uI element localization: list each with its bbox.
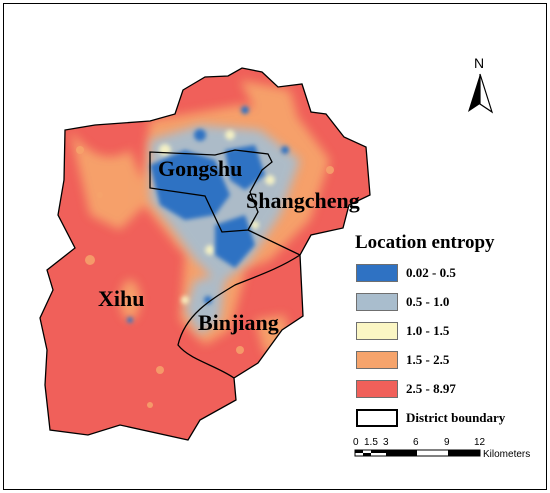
- legend-label: 2.5 - 8.97: [406, 381, 456, 396]
- legend-swatch: [356, 264, 398, 282]
- scale-tick: 12: [474, 437, 486, 448]
- district-label-shangcheng: Shangcheng: [246, 188, 360, 213]
- class1-zone: [281, 146, 289, 154]
- gongshu-boundary: [149, 149, 273, 233]
- scale-segment: [386, 453, 417, 456]
- legend-label: District boundary: [406, 410, 506, 425]
- legend-item: 1.5 - 2.5: [356, 350, 449, 370]
- scale-tick: 6: [413, 437, 419, 448]
- scale-segment: [355, 450, 363, 453]
- legend-label: 0.02 - 0.5: [406, 265, 456, 280]
- shangcheng-binjiang-boundary: [247, 229, 301, 256]
- class3-spot: [205, 245, 215, 255]
- legend-label: 0.5 - 1.0: [406, 294, 450, 309]
- class1-zone: [127, 317, 133, 323]
- legend-item: 0.02 - 0.5: [356, 263, 456, 283]
- hotspot: [97, 192, 103, 198]
- legend-item: 0.5 - 1.0: [356, 292, 449, 312]
- legend-swatch: [356, 293, 398, 311]
- scale-segment: [371, 450, 386, 453]
- scale-bar: 0 1.5 3 6 9 12 Kilometers: [353, 437, 530, 460]
- hotspot: [236, 346, 244, 354]
- district-label-binjiang: Binjiang: [198, 310, 279, 335]
- legend-title: Location entropy: [355, 232, 495, 253]
- class3-spot: [225, 130, 235, 140]
- class3-spot: [159, 144, 171, 156]
- scale-tick: 9: [444, 437, 450, 448]
- scale-segment: [448, 450, 480, 453]
- legend-swatch: [356, 322, 398, 340]
- legend-item-boundary: District boundary: [356, 408, 505, 428]
- orange-zone: [240, 80, 300, 125]
- legend-label: 1.0 - 1.5: [406, 323, 450, 338]
- class1-zone: [225, 145, 265, 190]
- hotspot: [326, 166, 334, 174]
- class3-spot: [181, 296, 189, 304]
- class1-zone: [241, 106, 249, 114]
- north-arrow-left: [468, 74, 480, 112]
- district-boundaries: [149, 149, 301, 379]
- orange-zone: [120, 280, 140, 320]
- scale-tick: 1.5: [364, 437, 378, 448]
- north-label: N: [474, 55, 484, 71]
- class1-zone: [150, 150, 230, 220]
- hotspot: [156, 366, 164, 374]
- entropy-surface: [40, 68, 370, 440]
- scale-segment: [448, 453, 480, 456]
- scale-segment: [363, 453, 371, 456]
- city-boundary: [39, 67, 371, 441]
- xihu-binjiang-boundary: [177, 254, 301, 379]
- legend-label: 1.5 - 2.5: [406, 352, 450, 367]
- north-arrow-right: [479, 73, 494, 114]
- scale-segment: [386, 450, 417, 453]
- class3-spot: [265, 175, 275, 185]
- north-arrow-icon: N: [468, 55, 494, 114]
- class1-zone: [215, 215, 255, 268]
- orange-zone: [70, 130, 150, 230]
- district-label-xihu: Xihu: [98, 286, 144, 311]
- class1-zone: [194, 129, 206, 141]
- legend-swatch: [356, 380, 398, 398]
- scale-tick: 3: [383, 437, 389, 448]
- district-label-gongshu: Gongshu: [158, 156, 242, 181]
- legend-item: 2.5 - 8.97: [356, 379, 456, 399]
- scale-unit: Kilometers: [483, 449, 530, 460]
- hotspot: [76, 146, 84, 154]
- hotspot: [147, 402, 153, 408]
- scale-tick: 0: [353, 437, 359, 448]
- class3-spot: [251, 221, 259, 229]
- legend-swatch: [356, 351, 398, 369]
- legend-swatch-boundary: [356, 409, 398, 427]
- legend-item: 1.0 - 1.5: [356, 321, 449, 341]
- hotspot: [85, 255, 95, 265]
